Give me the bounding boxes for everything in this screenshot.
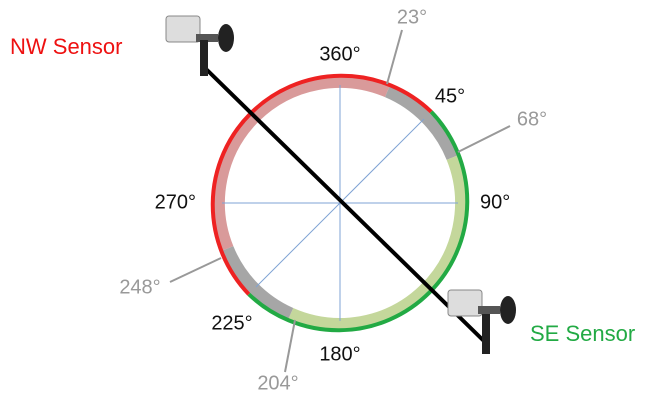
- sensor-body: [448, 290, 482, 316]
- sensor-label: SE Sensor: [530, 321, 635, 346]
- leader-line: [458, 126, 510, 152]
- compass-label: 180°: [319, 343, 360, 365]
- boundary-label: 248°: [119, 276, 160, 298]
- se-band: [291, 158, 461, 324]
- sensor-mast: [200, 40, 208, 76]
- sensor-mast: [482, 314, 490, 354]
- se-sensor-icon: [448, 290, 516, 354]
- boundary-label: 68°: [517, 108, 547, 130]
- compass-label: 45°: [435, 85, 465, 107]
- leader-line: [387, 30, 402, 84]
- sensor-label: NW Sensor: [10, 34, 122, 59]
- mounting-bar: [205, 68, 488, 345]
- sensor-propeller: [500, 296, 516, 324]
- sensor-body: [166, 16, 200, 42]
- leader-line: [285, 320, 295, 372]
- compass-label: 225°: [211, 312, 252, 334]
- leader-line: [170, 258, 221, 282]
- boundary-label: 23°: [397, 6, 427, 28]
- compass-label: 90°: [480, 191, 510, 213]
- sensor-propeller: [218, 24, 234, 52]
- boundary-label: 204°: [257, 372, 298, 394]
- compass-label: 360°: [319, 43, 360, 65]
- wind-diagram: NW Sensor SE Sensor 360° 45° 90° 180° 22…: [0, 0, 655, 400]
- nw-sensor-icon: [166, 16, 234, 76]
- compass-label: 270°: [155, 191, 196, 213]
- sensor-arm: [478, 306, 500, 314]
